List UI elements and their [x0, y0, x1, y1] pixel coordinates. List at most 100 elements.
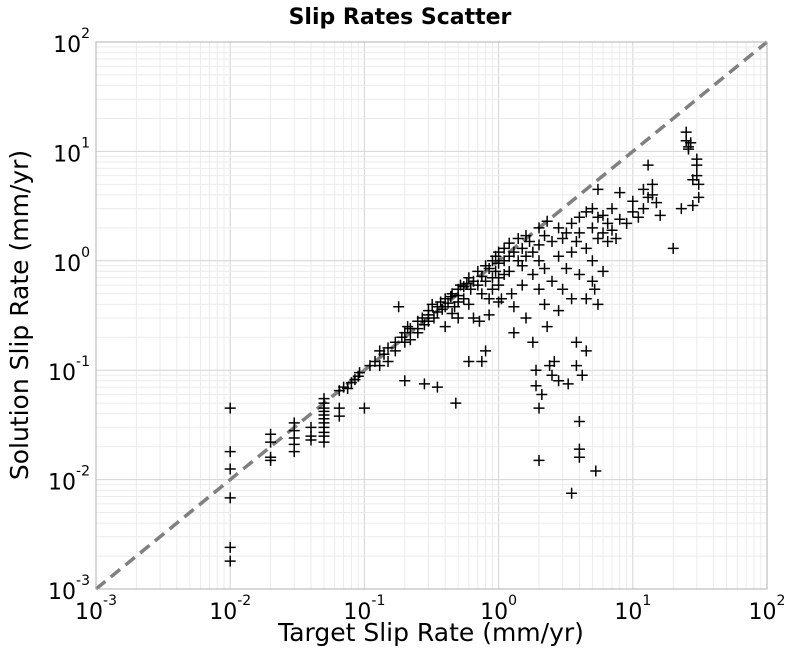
x-tick-label: 10-1	[343, 593, 385, 625]
scatter-point	[463, 356, 475, 368]
scatter-point	[627, 195, 639, 207]
scatter-point	[516, 279, 528, 291]
scatter-point	[553, 250, 565, 262]
scatter-point	[416, 312, 428, 324]
scatter-point	[586, 275, 598, 287]
scatter-point	[527, 246, 539, 258]
y-tick-label: 10-2	[48, 464, 90, 496]
scatter-point	[472, 279, 484, 291]
scatter-point	[597, 227, 609, 239]
scatter-point	[461, 278, 473, 290]
scatter-point	[399, 375, 411, 387]
scatter-point	[318, 436, 330, 448]
reference-line	[94, 40, 769, 591]
scatter-point	[452, 312, 464, 324]
scatter-point	[402, 321, 414, 333]
scatter-point	[553, 222, 565, 234]
scatter-point	[508, 301, 520, 313]
scatter-point	[530, 380, 542, 392]
scatter-point	[354, 367, 366, 379]
scatter-point	[483, 263, 495, 275]
scatter-point	[566, 217, 578, 229]
scatter-point	[553, 305, 565, 317]
scatter-point	[621, 217, 633, 229]
scatter-point	[592, 232, 604, 244]
scatter-point	[580, 293, 592, 305]
scatter-point	[450, 397, 462, 409]
scatter-point	[597, 265, 609, 277]
scatter-point	[446, 307, 458, 319]
scatter-point	[637, 183, 649, 195]
scatter-point	[546, 236, 558, 248]
scatter-point	[541, 321, 553, 333]
scatter-point	[546, 369, 558, 381]
scatter-point	[570, 236, 582, 248]
scatter-point	[530, 364, 542, 376]
x-tick-label: 10-2	[209, 593, 251, 625]
scatter-point	[378, 348, 390, 360]
scatter-point	[224, 402, 236, 414]
y-tick-label: 101	[53, 135, 90, 167]
scatter-point	[573, 211, 585, 223]
scatter-point	[358, 402, 370, 414]
scatter-point	[508, 327, 520, 339]
scatter-point	[573, 415, 585, 427]
scatter-point	[539, 263, 551, 275]
scatter-point	[570, 336, 582, 348]
scatter-point	[495, 293, 507, 305]
scatter-point	[516, 260, 528, 272]
scatter-point	[426, 298, 438, 310]
scatter-point	[693, 178, 705, 190]
scatter-point	[520, 250, 532, 262]
scatter-point	[592, 211, 604, 223]
scatter-point	[382, 356, 394, 368]
scatter-point	[490, 265, 502, 277]
scatter-point	[667, 242, 679, 254]
scatter-point	[412, 327, 424, 339]
scatter-point	[382, 342, 394, 354]
scatter-point	[650, 197, 662, 209]
scatter-point	[486, 283, 498, 295]
scatter-point	[265, 454, 277, 466]
y-tick-label: 10-1	[48, 354, 90, 386]
scatter-point	[590, 465, 602, 477]
scatter-point	[602, 217, 614, 229]
scatter-point	[458, 293, 470, 305]
scatter-point	[693, 191, 705, 203]
scatter-point	[503, 265, 515, 277]
scatter-point	[637, 203, 649, 215]
scatter-point	[592, 298, 604, 310]
y-axis-ticks: 10-3 10-2 10-1 100 101 102	[48, 26, 90, 605]
scatter-point	[473, 315, 485, 327]
scatter-point	[431, 381, 443, 393]
scatter-point	[465, 283, 477, 295]
scatter-point	[560, 227, 572, 239]
scatter-point	[467, 312, 479, 324]
scatter-point	[566, 246, 578, 258]
scatter-point	[498, 242, 510, 254]
scatter-point	[265, 436, 277, 448]
scatter-point	[682, 143, 694, 155]
scatter-point	[586, 222, 598, 234]
scatter-point	[399, 327, 411, 339]
scatter-point	[224, 541, 236, 553]
scatter-point	[614, 187, 626, 199]
scatter-point	[602, 236, 614, 248]
scatter-point	[527, 336, 539, 348]
scatter-point	[520, 312, 532, 324]
scatter-point	[512, 232, 524, 244]
scatter-point	[533, 239, 545, 251]
plot-frame	[95, 41, 768, 590]
y-axis-label: Solution Slip Rate (mm/yr)	[5, 150, 34, 480]
scatter-point	[399, 336, 411, 348]
x-tick-label: 101	[614, 593, 651, 625]
scatter-point	[642, 159, 654, 171]
scatter-point	[493, 279, 505, 291]
scatter-point	[589, 283, 601, 295]
scatter-point	[691, 153, 703, 165]
scatter-point	[493, 246, 505, 258]
scatter-point	[533, 255, 545, 267]
scatter-point	[680, 135, 692, 147]
